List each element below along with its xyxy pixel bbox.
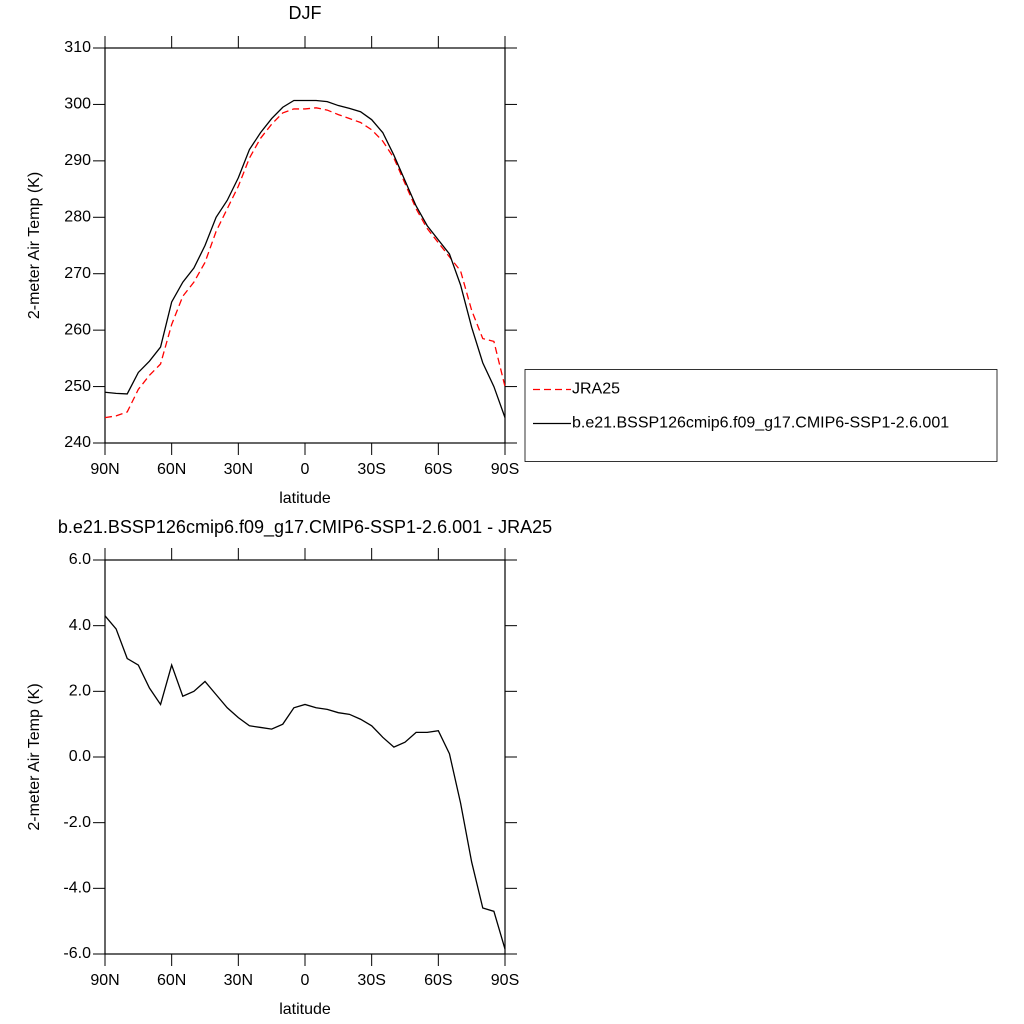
- x-tick-label: 60S: [424, 972, 452, 989]
- y-tick-label: 240: [64, 434, 91, 451]
- data-line: [104, 99, 506, 418]
- legend-label: JRA25: [572, 381, 620, 398]
- x-tick-label: 90S: [491, 461, 519, 478]
- y-tick-label: -4.0: [63, 880, 91, 897]
- y-axis-label: 2-meter Air Temp (K): [26, 172, 43, 319]
- y-tick-label: 250: [64, 378, 91, 395]
- y-tick-label: 290: [64, 152, 91, 169]
- x-tick-label: 30S: [357, 972, 385, 989]
- x-axis-label: latitude: [279, 1001, 331, 1018]
- x-tick-label: 0: [301, 461, 310, 478]
- y-tick-label: 270: [64, 265, 91, 282]
- y-tick-label: 2.0: [69, 683, 91, 700]
- x-axis-label: latitude: [279, 490, 331, 507]
- x-tick-label: 60N: [157, 972, 186, 989]
- x-tick-label: 60N: [157, 461, 186, 478]
- y-tick-label: 0.0: [69, 748, 91, 765]
- y-tick-label: 300: [64, 96, 91, 113]
- chart-title: b.e21.BSSP126cmip6.f09_g17.CMIP6-SSP1-2.…: [58, 517, 552, 538]
- y-axis-label: 2-meter Air Temp (K): [26, 683, 43, 830]
- x-tick-label: 90N: [90, 461, 119, 478]
- x-tick-label: 90N: [90, 972, 119, 989]
- y-tick-label: 260: [64, 321, 91, 338]
- y-tick-label: -6.0: [63, 945, 91, 962]
- plot-frame: [104, 47, 506, 444]
- plot-frame: [104, 559, 506, 955]
- x-tick-label: 30N: [224, 461, 253, 478]
- x-tick-label: 30N: [224, 972, 253, 989]
- y-tick-label: 4.0: [69, 617, 91, 634]
- x-tick-label: 90S: [491, 972, 519, 989]
- data-line: [104, 107, 506, 419]
- y-tick-label: 6.0: [69, 551, 91, 568]
- legend: JRA25 b.e21.BSSP126cmip6.f09_g17.CMIP6-SS…: [524, 369, 998, 462]
- x-tick-label: 30S: [357, 461, 385, 478]
- y-tick-label: 280: [64, 209, 91, 226]
- x-tick-label: 60S: [424, 461, 452, 478]
- chart-title: DJF: [289, 3, 322, 23]
- legend-box: [524, 369, 998, 462]
- y-tick-label: 310: [64, 39, 91, 56]
- x-tick-label: 0: [301, 972, 310, 989]
- data-line: [104, 615, 506, 950]
- legend-label: b.e21.BSSP126cmip6.f09_g17.CMIP6-SSP1-2.…: [572, 415, 949, 432]
- y-tick-label: -2.0: [63, 814, 91, 831]
